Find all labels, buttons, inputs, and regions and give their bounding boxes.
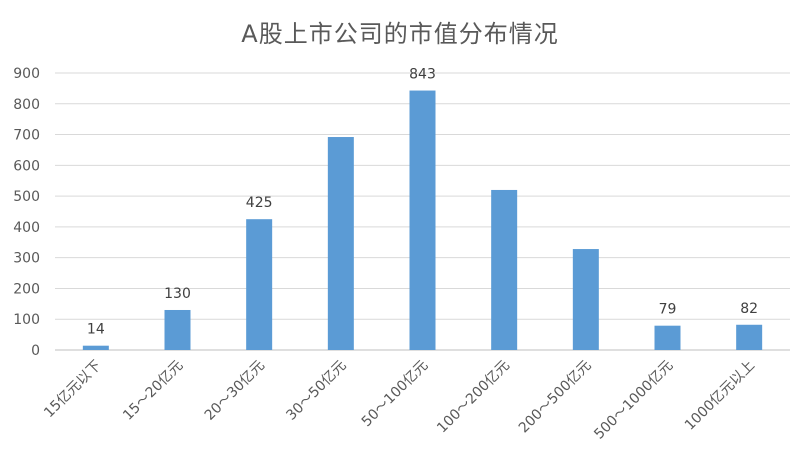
x-category-label: 15～20亿元 [120,358,186,424]
bar [327,137,354,350]
bar [736,324,763,350]
x-category-label: 50～100亿元 [359,358,432,431]
bar [491,189,518,350]
y-axis-ticks: 0 100 200 300 400 500 600 700 800 900 [13,66,40,359]
x-category-label: 200～500亿元 [516,358,595,437]
x-category-label: 1000亿元以上 [682,358,758,434]
bar [409,90,436,350]
data-label: 79 [659,302,677,318]
bar [164,309,191,350]
data-label: 82 [740,301,758,317]
y-tick-label: 0 [31,343,40,359]
x-category-label: 30～50亿元 [283,358,349,424]
y-tick-label: 800 [13,97,40,113]
y-tick-label: 200 [13,281,40,297]
x-axis-categories: 15亿元以下 15～20亿元 20～30亿元 30～50亿元 50～100亿元 100～2… [41,358,758,443]
data-labels: 14 130 425 843 79 82 [87,67,758,338]
x-category-label: 15亿元以下 [41,358,105,422]
data-label: 14 [87,322,105,338]
y-tick-label: 100 [13,312,40,328]
y-tick-label: 700 [13,128,40,144]
data-label: 425 [246,195,273,211]
bar [82,345,109,350]
bar [246,219,273,350]
y-tick-label: 900 [13,66,40,82]
y-tick-label: 300 [13,251,40,267]
x-category-label: 20～30亿元 [202,358,268,424]
y-tick-label: 600 [13,158,40,174]
y-tick-label: 400 [13,220,40,236]
chart-title: A股上市公司的市值分布情况 [241,20,559,48]
bar [572,249,599,350]
bars [82,90,763,350]
bar [654,325,681,350]
y-tick-label: 500 [13,189,40,205]
data-label: 130 [164,286,191,302]
x-category-label: 500～1000亿元 [591,358,676,443]
x-category-label: 100～200亿元 [434,358,513,437]
data-label: 843 [409,67,436,83]
